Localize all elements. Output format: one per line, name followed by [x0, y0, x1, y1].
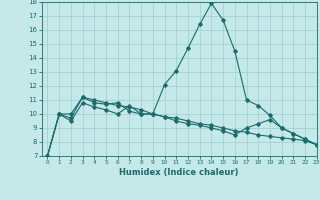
X-axis label: Humidex (Indice chaleur): Humidex (Indice chaleur) [119, 168, 239, 177]
